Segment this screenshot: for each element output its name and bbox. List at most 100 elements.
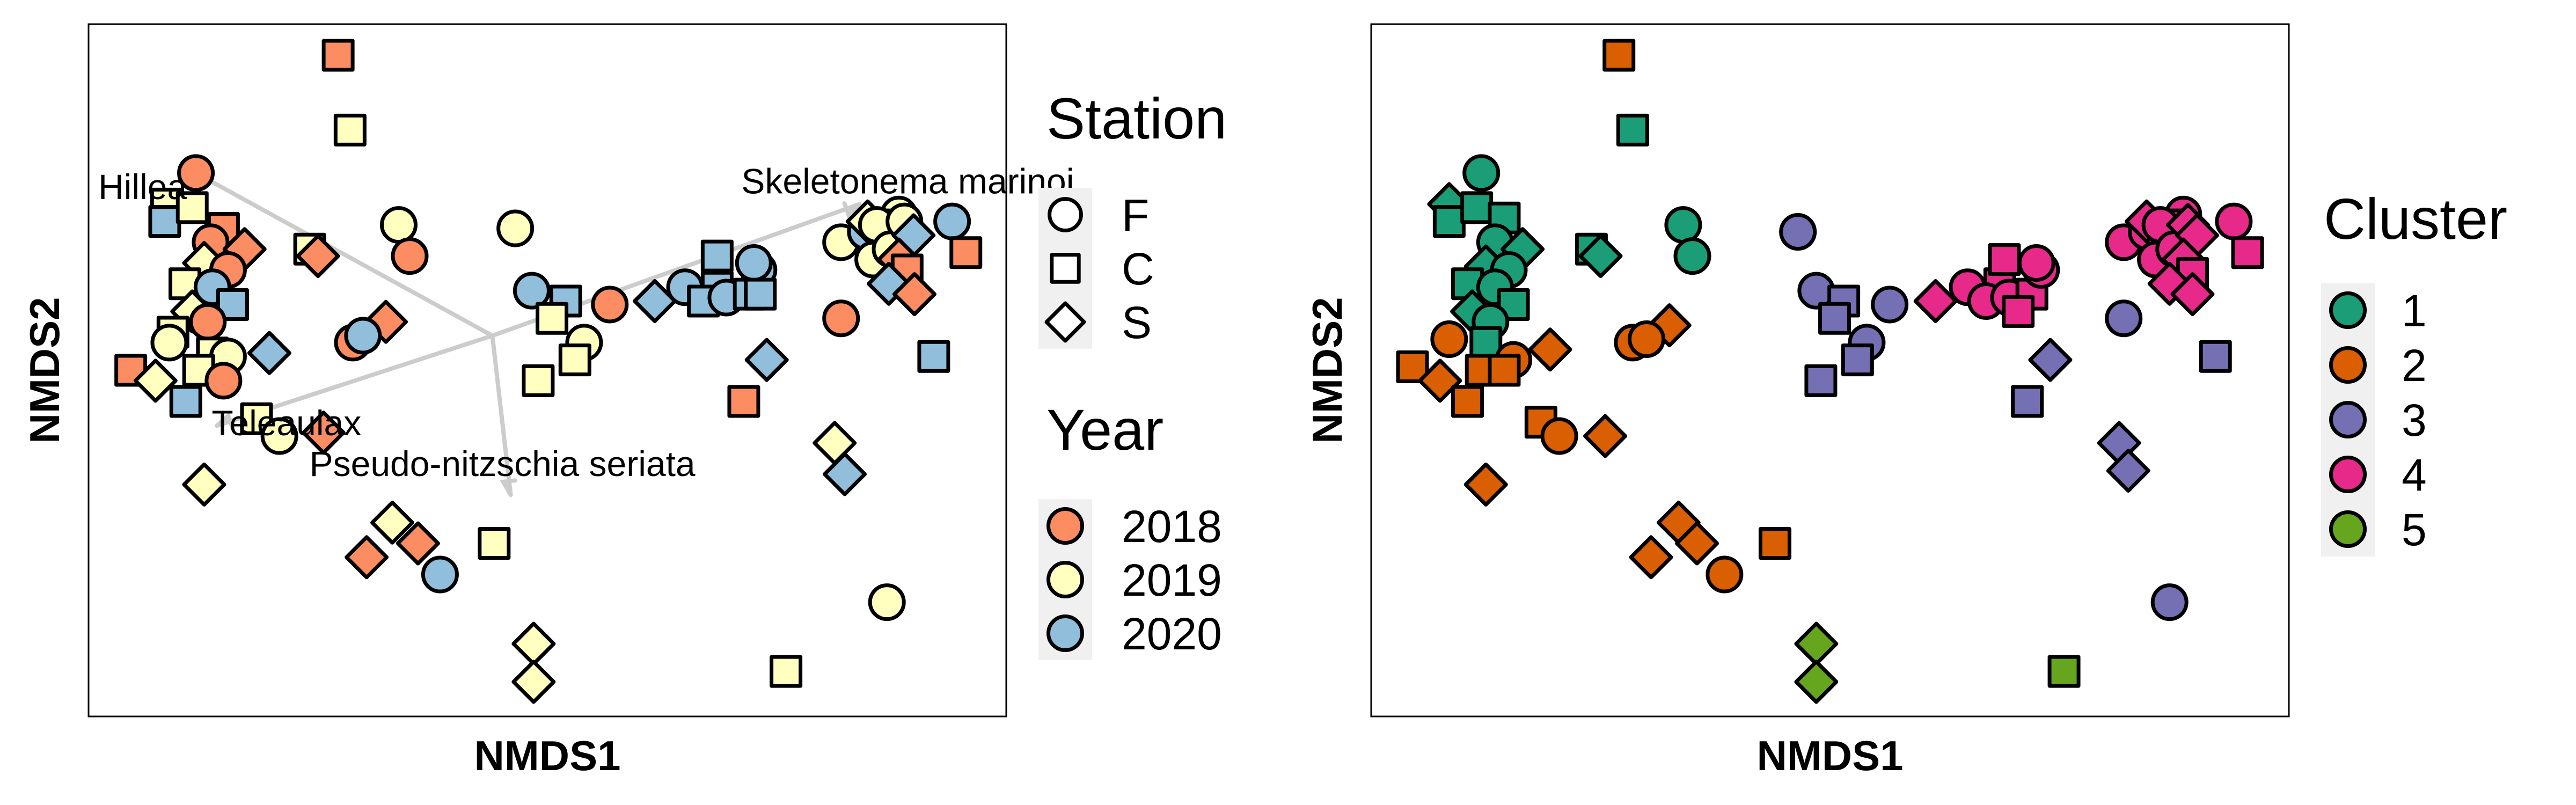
legend-key-cluster [2329,346,2367,384]
data-point [204,362,243,400]
data-point [370,500,415,545]
legend-key-cluster [2329,291,2367,329]
data-point [1497,288,1530,321]
data-point [260,417,298,455]
legend-key-circle [1048,197,1083,232]
data-point [822,299,860,338]
data-point [1462,154,1501,192]
data-point [2002,295,2035,328]
data-point [169,385,202,418]
data-point [1540,417,1578,455]
data-point [396,521,440,566]
legend-label: C [1122,244,1154,294]
data-point [333,113,367,147]
data-point [1430,320,1468,358]
data-point [735,244,773,282]
data-point [770,655,803,688]
data-point [1794,660,1839,704]
data-point [177,154,215,192]
legend-key-cluster [2329,401,2367,438]
legend-key-cluster [2329,456,2367,493]
legend-label: F [1122,190,1149,240]
data-point [1779,213,1817,251]
data-point [823,452,867,496]
data-point [247,331,291,375]
legend-label: 1 [2402,286,2427,336]
data-point [591,286,629,324]
data-point [1675,521,1719,566]
data-point [1488,354,1521,387]
data-point [1871,286,1909,324]
data-point [917,340,950,373]
points-layer [1396,39,2264,704]
data-point [148,205,181,238]
legend-key-year [1046,561,1084,598]
data-point [1616,113,1649,147]
data-point [868,583,906,621]
legend-label: 5 [2402,504,2427,555]
data-point [744,277,777,311]
vector-arrowhead [500,478,517,497]
data-point [1528,327,1572,372]
data-point [1913,279,1958,323]
data-point [1706,555,1744,594]
legend-label: 2 [2402,340,2427,391]
data-point [189,303,227,341]
x-axis-title: NMDS1 [1757,732,1903,779]
data-point [1469,326,1503,359]
data-point [379,206,418,244]
data-point [1432,205,1466,238]
legend-key-square [1050,253,1081,284]
data-point [949,236,983,269]
legend-title-cluster: Cluster [2324,186,2507,251]
data-point [2105,299,2143,338]
data-point [1988,243,2021,276]
data-point [391,237,429,275]
data-point [536,302,569,335]
data-point [133,358,178,403]
data-point [150,324,188,362]
data-point [175,191,209,224]
data-point [478,527,511,560]
legend-key-cluster [2329,510,2367,548]
data-point [511,660,556,704]
data-point [522,364,555,397]
data-point [1629,535,1673,580]
data-point [1460,191,1494,224]
legend-label: 3 [2402,395,2427,445]
data-point [892,272,936,317]
data-point [1396,350,1429,384]
data-point [2028,338,2073,382]
data-point [727,385,760,418]
vector-label: Hillea [98,167,187,207]
data-point [558,343,591,377]
data-point [1673,237,1711,275]
legend-label: 2018 [1122,501,1222,552]
x-axis-title: NMDS1 [474,732,620,779]
data-point [1602,39,1636,72]
data-point [2170,272,2215,317]
data-point [296,234,340,279]
data-point [301,411,346,455]
data-point [496,209,535,247]
data-point [321,39,355,72]
panel-station-year: Hillea Skeletonema marinoi TeleaulaxPseudo… [21,23,1227,779]
data-point [1583,414,1628,458]
data-point [1463,462,1508,507]
vector-arrowhead [842,201,862,218]
data-point [344,317,382,355]
data-point [1818,302,1851,335]
legend-label: S [1122,297,1152,348]
legend-title-year: Year [1046,397,1163,462]
data-point [2150,583,2189,621]
data-point [2106,449,2150,493]
data-point [1451,385,1484,418]
data-point [1664,206,1702,244]
data-point [933,202,971,240]
y-axis-title: NMDS2 [21,297,68,443]
data-point [2215,202,2253,240]
data-point [421,555,459,594]
legend-key-year [1046,614,1084,652]
